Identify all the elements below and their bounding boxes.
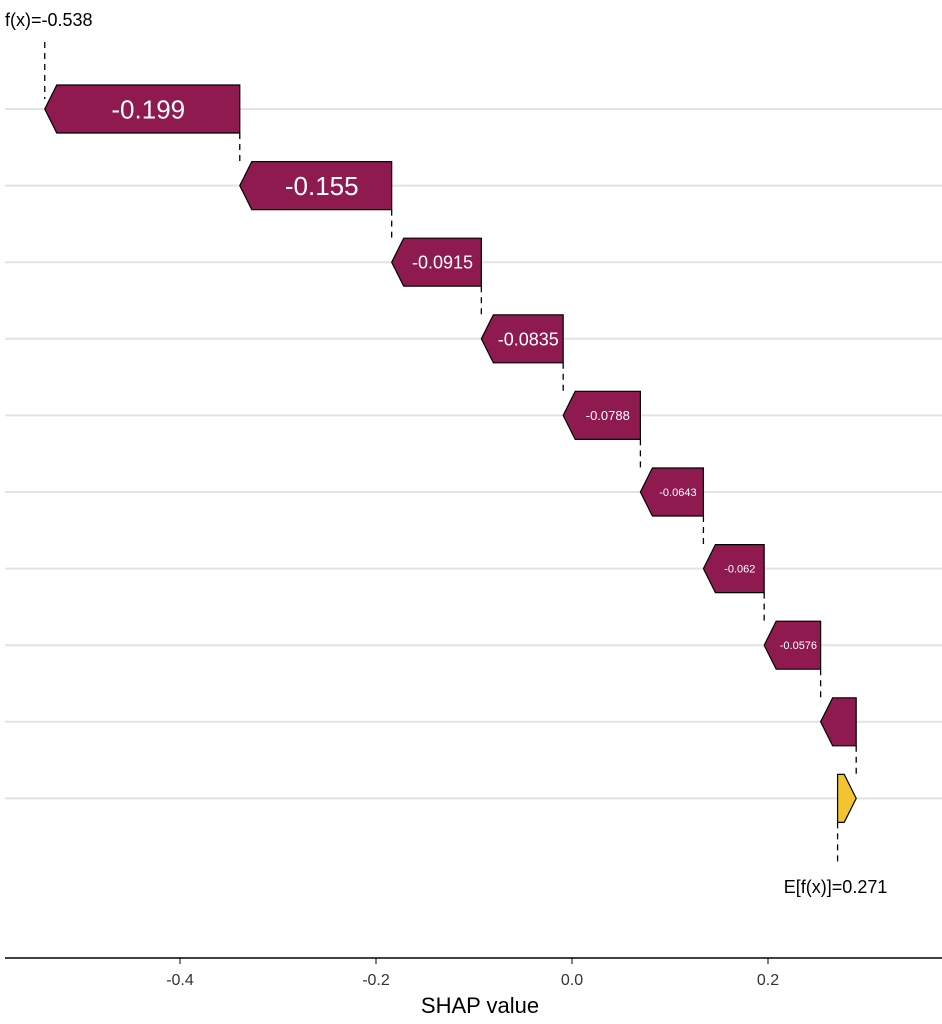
bar-value-label: -0.0788 xyxy=(586,408,630,423)
shap-bar xyxy=(819,697,857,747)
x-tick-label: -0.4 xyxy=(166,972,194,989)
bar-value-label: -0.062 xyxy=(724,564,755,576)
shap-bar xyxy=(44,84,241,134)
shap-bar xyxy=(639,467,705,517)
shap-bar xyxy=(702,543,765,594)
shap-bar xyxy=(239,161,393,211)
shap-bar xyxy=(480,314,564,364)
x-axis-label: SHAP value xyxy=(421,993,539,1018)
x-tick-label: 0.2 xyxy=(757,972,779,989)
bar-value-label: -0.199 xyxy=(111,94,185,124)
x-tick-label: -0.2 xyxy=(362,972,390,989)
shap-bar xyxy=(391,237,482,287)
prediction-label: f(x)=-0.538 xyxy=(5,10,93,30)
shap-bar xyxy=(562,390,642,440)
baseline-label: E[f(x)]=0.271 xyxy=(784,877,888,897)
bar-value-label: -0.0576 xyxy=(780,640,817,652)
bar-value-label: -0.0643 xyxy=(659,487,696,499)
bar-value-label: -0.0915 xyxy=(412,253,473,273)
bar-value-label: -0.155 xyxy=(285,171,359,201)
bar-value-label: -0.0835 xyxy=(498,329,559,349)
x-tick-label: 0.0 xyxy=(561,972,583,989)
shap-bar xyxy=(836,773,857,824)
shap-bar xyxy=(763,620,822,670)
